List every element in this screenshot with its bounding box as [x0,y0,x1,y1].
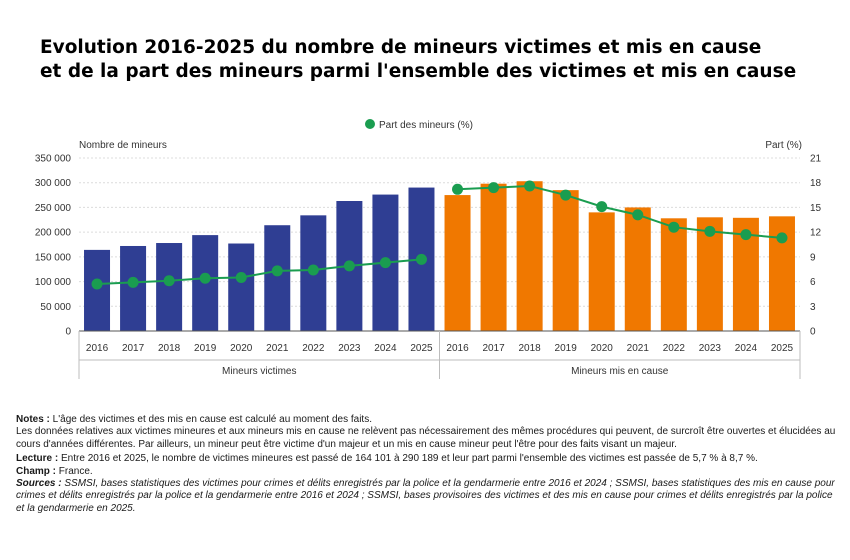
y-tick-left-label: 350 000 [35,154,72,165]
share-point [235,271,247,283]
x-tick-label: 2017 [122,343,145,354]
y-tick-left-label: 250 000 [35,203,72,214]
x-tick-label: 2018 [519,343,542,354]
share-point [452,183,464,195]
champ-label: Champ : [16,465,56,477]
lecture-label: Lecture : [16,453,59,465]
y-tick-left-label: 150 000 [35,252,72,263]
bar [552,190,579,331]
legend: Part des mineurs (%) [365,119,473,131]
legend-label: Part des mineurs (%) [379,120,473,131]
y-axis-left-label: Nombre de mineurs [79,140,167,151]
share-point [415,253,427,265]
share-point [596,201,608,213]
share-point [379,257,391,269]
share-line [457,185,783,239]
y-tick-left-label: 0 [65,327,71,338]
bar [156,243,183,331]
chart-title-line2: et de la part des mineurs parmi l'ensemb… [40,61,797,82]
legend-marker-icon [365,119,375,129]
y-tick-left-label: 200 000 [35,228,72,239]
share-point [488,182,500,194]
x-tick-label: 2022 [663,343,686,354]
x-tick-label: 2019 [555,343,578,354]
x-tick-label: 2025 [771,343,794,354]
y-tick-left-label: 50 000 [40,302,71,313]
y-tick-right-label: 18 [810,178,822,189]
notes-line1: L'âge des victimes et des mis en cause e… [49,414,372,425]
x-tick-label: 2024 [735,343,758,354]
bar [624,207,651,331]
x-tick-label: 2024 [374,343,397,354]
x-tick-label: 2019 [194,343,217,354]
x-tick-label: 2018 [158,343,181,354]
share-point [271,265,283,277]
x-tick-label: 2023 [699,343,722,354]
x-tick-label: 2025 [410,343,433,354]
y-tick-right-label: 21 [810,154,822,165]
bar [660,218,687,331]
group-label: Mineurs victimes [222,366,296,377]
x-tick-label: 2023 [338,343,361,354]
y-tick-right-label: 6 [810,277,816,288]
notes-line2: Les données relatives aux victimes mineu… [16,426,836,450]
share-point [163,275,175,287]
share-point [127,276,139,288]
share-point [307,264,319,276]
x-tick-label: 2021 [627,343,650,354]
y-tick-left-label: 300 000 [35,178,72,189]
sources-label: Sources : [16,478,62,490]
share-point [524,180,536,192]
lecture-text: Entre 2016 et 2025, le nombre de victime… [58,453,758,465]
group-label: Mineurs mis en cause [571,366,669,377]
y-tick-right-label: 9 [810,252,816,263]
share-line [96,258,422,286]
bar [444,195,471,331]
chart-title-line1: Evolution 2016-2025 du nombre de mineurs… [40,37,762,58]
x-tick-label: 2021 [266,343,289,354]
x-tick-label: 2017 [482,343,505,354]
x-tick-label: 2020 [230,343,253,354]
notes-section: Notes : L'âge des victimes et des mis en… [16,414,838,515]
x-tick-label: 2020 [591,343,614,354]
share-point [199,272,211,284]
sources-text: SSMSI, bases statistiques des victimes p… [16,478,835,514]
share-point [560,189,572,201]
y-tick-right-label: 3 [810,302,816,313]
x-tick-label: 2016 [446,343,469,354]
bar [516,181,543,331]
chart-area: Part des mineurs (%) Nombre de mineurs P… [35,119,822,379]
share-point [776,232,788,244]
y-tick-right-label: 12 [810,228,822,239]
share-point [740,229,752,241]
y-axis-right-label: Part (%) [765,140,802,151]
y-tick-left-label: 100 000 [35,277,72,288]
bar [588,212,615,331]
bar [120,245,147,331]
chart-title: Evolution 2016-2025 du nombre de mineurs… [40,36,840,84]
share-point [632,209,644,221]
share-point [343,260,355,272]
notes-label: Notes : [16,414,50,425]
x-tick-label: 2022 [302,343,325,354]
x-tick-label: 2016 [86,343,109,354]
bar [84,249,111,331]
y-tick-right-label: 15 [810,203,822,214]
y-tick-right-label: 0 [810,327,816,338]
share-point [91,278,103,290]
share-point [668,221,680,233]
bar [480,183,507,331]
champ-text: France. [56,465,93,477]
bar [264,225,291,331]
share-point [704,225,716,237]
bar [228,243,255,331]
